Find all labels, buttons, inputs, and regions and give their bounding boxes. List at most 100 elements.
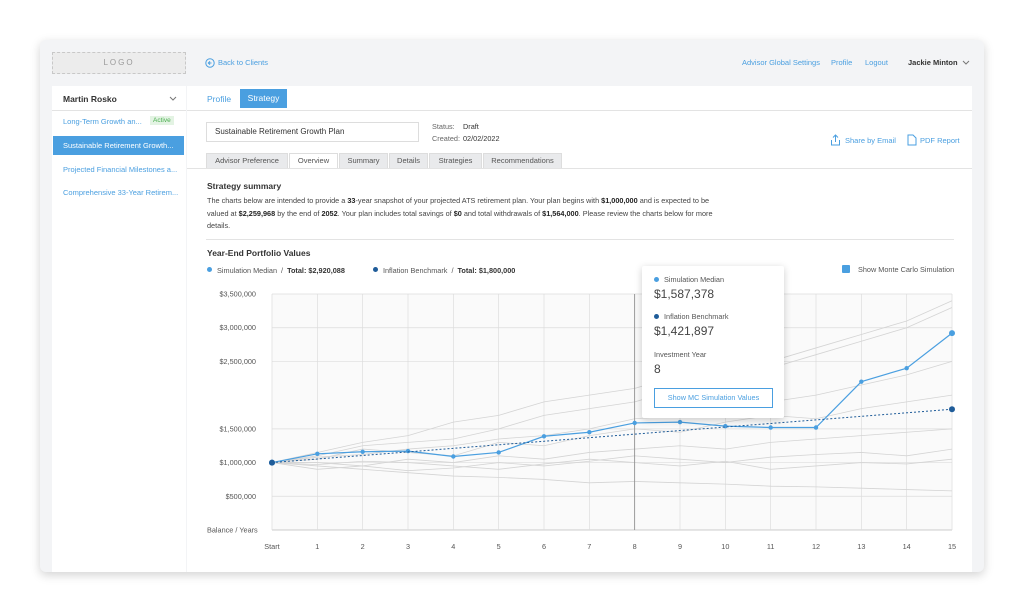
summary-segment: $1,000,000 — [601, 196, 638, 205]
summary-segment: -year snapshot of your projected ATS ret… — [355, 196, 602, 205]
y-tick-label: $500,000 — [226, 492, 256, 501]
tab-active[interactable]: Strategy — [240, 89, 287, 108]
divider — [187, 110, 972, 111]
client-name[interactable]: Martin Rosko — [63, 94, 117, 104]
summary-text: The charts below are intended to provide… — [207, 195, 717, 233]
x-tick-label: 15 — [948, 542, 956, 551]
simulation-line — [271, 448, 953, 472]
simulation-line — [271, 307, 953, 463]
summary-segment: and total withdrawals of — [461, 208, 543, 218]
y-tick-label: $3,500,000 — [219, 290, 256, 299]
tooltip-value: $1,587,378 — [654, 287, 715, 301]
x-tick-label: Start — [264, 542, 279, 551]
nav-link[interactable]: Profile — [831, 58, 853, 67]
legend: Simulation Median / Total: $2,920,088 Infla… — [207, 266, 515, 275]
checkbox-label[interactable]: Show Monte Carlo Simulation — [858, 265, 955, 274]
corner-label: Balance / Years — [207, 526, 258, 535]
plan-item[interactable]: Projected Financial Milestones a... — [63, 165, 178, 174]
user-menu[interactable]: Jackie Minton — [908, 58, 958, 67]
x-tick-label: 10 — [721, 542, 729, 551]
data-point — [496, 450, 501, 455]
x-tick-label: 9 — [678, 542, 682, 551]
x-tick-label: 6 — [542, 542, 546, 551]
x-tick-label: 11 — [767, 542, 775, 551]
simulation-line — [272, 428, 953, 467]
data-point — [677, 419, 683, 425]
legend-total: Total: $2,920,088 — [287, 266, 345, 275]
plan-item[interactable]: Sustainable Retirement Growth... — [63, 141, 174, 150]
sidebar — [52, 86, 186, 572]
x-tick-label: 4 — [451, 542, 455, 551]
y-tick-label: $3,000,000 — [219, 323, 256, 332]
tooltip-dot — [654, 277, 659, 282]
summary-segment: 33 — [347, 196, 356, 205]
data-point — [813, 425, 819, 430]
tab[interactable]: Profile — [207, 94, 232, 104]
x-tick-label: 8 — [633, 542, 637, 551]
data-point — [904, 365, 909, 371]
x-tick-label: 5 — [497, 542, 501, 551]
selected-plan-bg — [53, 136, 184, 155]
x-tick-label: 13 — [857, 542, 865, 551]
x-tick-label: 1 — [315, 542, 319, 551]
summary-segment: . Please review the charts below for mor… — [207, 208, 713, 231]
simulation-line — [271, 458, 953, 470]
tooltip-button[interactable]: Show MC Simulation Values — [654, 388, 773, 408]
x-tick-label: 14 — [903, 542, 911, 551]
summary-segment: . Your plan includes total savings of — [337, 208, 454, 218]
data-point — [269, 459, 275, 466]
divider — [52, 110, 186, 111]
legend-name: Inflation Benchmark — [382, 266, 448, 275]
tooltip-value: 8 — [654, 362, 661, 376]
data-point — [768, 425, 773, 430]
summary-segment: 2052 — [321, 208, 338, 218]
summary-segment: $0 — [453, 208, 462, 218]
legend-separator: / — [451, 266, 454, 275]
plan-name-input[interactable]: Sustainable Retirement Growth Plan — [206, 122, 419, 142]
tooltip-dot — [654, 314, 659, 319]
legend-dot — [207, 267, 212, 272]
simulation-line — [271, 462, 953, 492]
data-point — [587, 430, 592, 435]
x-tick-label: 7 — [587, 542, 591, 551]
series-line — [271, 332, 953, 464]
back-link[interactable]: Back to Clients — [218, 58, 269, 67]
checkbox[interactable] — [842, 265, 850, 273]
summary-title: Strategy summary — [207, 181, 282, 191]
created-label: Created: — [432, 134, 460, 143]
status-badge: Active — [150, 116, 174, 125]
data-point — [859, 379, 864, 384]
y-tick-label: $1,000,000 — [219, 458, 256, 467]
simulation-line — [271, 300, 953, 463]
summary-segment: and is expected to be valued at — [207, 196, 710, 218]
share-email[interactable]: Share by Email — [845, 136, 896, 145]
nav-link[interactable]: Logout — [865, 58, 888, 67]
plot-area — [272, 294, 952, 530]
summary-segment: $2,259,968 — [238, 208, 276, 218]
back-icon — [205, 58, 215, 68]
summary-segment: $1,564,000 — [542, 208, 579, 218]
logo: LOGO — [52, 52, 186, 74]
nav-link[interactable]: Advisor Global Settings — [742, 58, 820, 67]
tooltip-label: Simulation Median — [664, 275, 725, 284]
share-icon — [831, 134, 840, 146]
data-point — [405, 448, 411, 454]
data-point — [315, 451, 320, 457]
plan-item[interactable]: Comprehensive 33-Year Retirem... — [63, 188, 179, 197]
plan-item[interactable]: Long-Term Growth an... — [63, 117, 142, 126]
x-tick-label: 3 — [406, 542, 410, 551]
data-point — [541, 434, 547, 439]
created-value: 02/02/2022 — [463, 134, 500, 143]
chart-title: Year-End Portfolio Values — [207, 248, 311, 258]
tooltip — [642, 266, 784, 418]
y-tick-label: $1,500,000 — [219, 424, 256, 433]
data-point — [632, 420, 637, 426]
pdf-report[interactable]: PDF Report — [920, 136, 960, 145]
tooltip-label: Investment Year — [654, 350, 707, 359]
chevron — [962, 60, 970, 65]
y-tick-label: $2,500,000 — [219, 357, 256, 366]
series-line — [271, 408, 953, 464]
status-value: Draft — [463, 122, 479, 131]
divider — [206, 239, 954, 240]
